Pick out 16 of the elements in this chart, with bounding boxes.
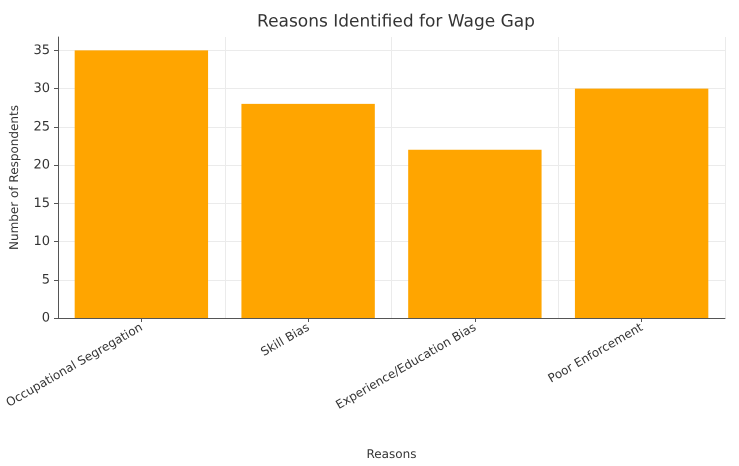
bar	[574, 88, 708, 318]
bar	[74, 50, 208, 318]
x-tick-label: Skill Bias	[258, 320, 312, 359]
y-tick-label: 25	[33, 119, 50, 134]
y-axis-title: Number of Respondents	[7, 105, 21, 250]
y-tick-label: 15	[33, 196, 50, 211]
bar	[241, 104, 375, 318]
chart-title: Reasons Identified for Wage Gap	[257, 12, 535, 32]
y-tick-label: 5	[42, 272, 50, 288]
x-axis-title: Reasons	[366, 447, 416, 461]
y-tick-label: 35	[33, 42, 50, 58]
y-tick-label: 30	[33, 81, 50, 96]
y-tick-label: 10	[33, 234, 50, 250]
y-tick-label: 20	[33, 158, 50, 173]
bar	[408, 150, 542, 318]
y-tick-label: 0	[42, 310, 50, 326]
